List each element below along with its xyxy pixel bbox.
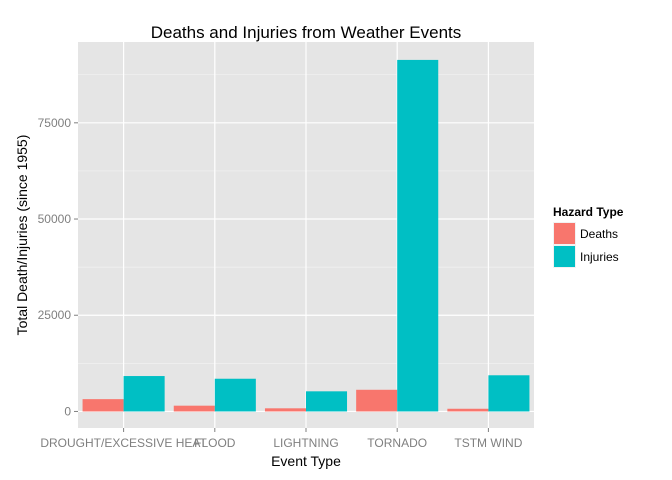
legend-label-deaths: Deaths [580, 227, 618, 241]
y-tick-label: 50000 [38, 212, 72, 226]
x-axis-title: Event Type [271, 453, 341, 469]
y-tick-label: 0 [64, 404, 71, 418]
legend-key-deaths [554, 223, 575, 244]
bar-deaths-4 [447, 408, 489, 412]
x-tick-label: LIGHTNING [273, 436, 338, 450]
bar-injuries-4 [488, 375, 530, 412]
bar-injuries-0 [123, 376, 165, 412]
bar-deaths-0 [82, 399, 124, 412]
chart-title: Deaths and Injuries from Weather Events [151, 23, 462, 42]
bar-deaths-1 [173, 405, 215, 412]
y-axis-title: Total Death/Injuries (since 1955) [14, 135, 30, 336]
bar-deaths-2 [264, 408, 306, 412]
bar-injuries-1 [214, 378, 256, 412]
x-tick-label: TSTM WIND [454, 436, 522, 450]
y-tick-label: 75000 [38, 116, 72, 130]
legend: Hazard Type Deaths Injuries [553, 205, 624, 268]
x-tick-label: TORNADO [367, 436, 427, 450]
bars [82, 59, 530, 412]
legend-key-injuries [554, 246, 575, 267]
legend-title: Hazard Type [553, 205, 624, 219]
grid-lines [78, 42, 534, 428]
x-tick-label: FLOOD [194, 436, 236, 450]
bar-deaths-3 [356, 389, 398, 412]
legend-label-injuries: Injuries [580, 250, 619, 264]
x-tick-label: DROUGHT/EXCESSIVE HEAT [40, 436, 207, 450]
bar-injuries-2 [306, 391, 348, 412]
y-tick-label: 25000 [38, 308, 72, 322]
bar-injuries-3 [397, 59, 439, 412]
y-axis-ticks: 0 25000 50000 75000 [38, 116, 78, 418]
